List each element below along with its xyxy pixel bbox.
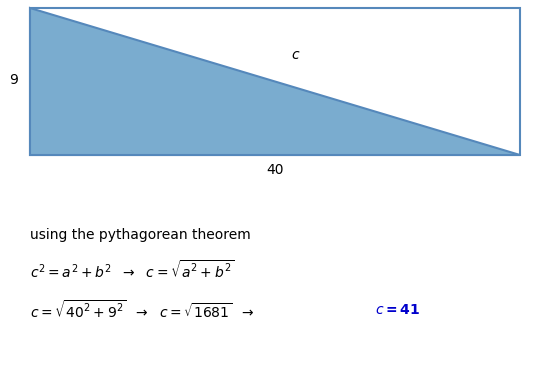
Text: $c=\sqrt{40^2+9^2}$  $\rightarrow$  $c=\sqrt{1681}$  $\rightarrow$: $c=\sqrt{40^2+9^2}$ $\rightarrow$ $c=\sq… bbox=[30, 299, 254, 321]
Bar bbox=[30, 8, 520, 155]
Text: c: c bbox=[291, 48, 299, 62]
Text: 40: 40 bbox=[266, 163, 284, 177]
Polygon shape bbox=[30, 8, 520, 155]
Text: $c^2=a^2+b^2$  $\rightarrow$  $c=\sqrt{a^2+b^2}$: $c^2=a^2+b^2$ $\rightarrow$ $c=\sqrt{a^2… bbox=[30, 259, 234, 281]
Text: 9: 9 bbox=[10, 73, 19, 87]
Text: $\mathit{c}$$\mathbf{=41}$: $\mathit{c}$$\mathbf{=41}$ bbox=[375, 303, 420, 317]
Text: using the pythagorean theorem: using the pythagorean theorem bbox=[30, 228, 251, 242]
